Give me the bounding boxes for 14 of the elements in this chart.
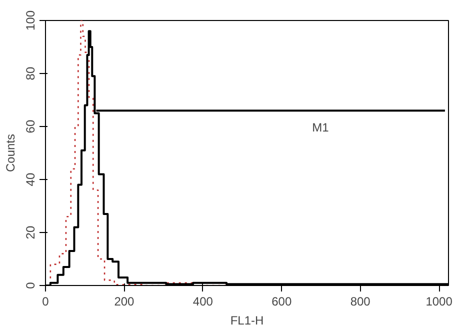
x-axis-title: FL1-H (230, 314, 264, 328)
x-tick-label: 400 (192, 294, 214, 308)
y-tick-label: 40 (24, 172, 38, 186)
x-tick-label: 0 (42, 294, 50, 308)
y-axis-title: Counts (4, 134, 18, 172)
y-tick-label: 20 (24, 226, 38, 240)
x-tick-label: 200 (114, 294, 135, 308)
y-tick-label: 80 (24, 66, 38, 80)
x-tick-label: 800 (350, 294, 371, 308)
y-tick-label: 100 (24, 10, 38, 31)
x-tick-label: 600 (272, 294, 292, 308)
y-tick-label: 60 (24, 120, 38, 134)
x-tick-label: 1000 (426, 294, 453, 308)
y-tick-label: 0 (24, 282, 38, 289)
